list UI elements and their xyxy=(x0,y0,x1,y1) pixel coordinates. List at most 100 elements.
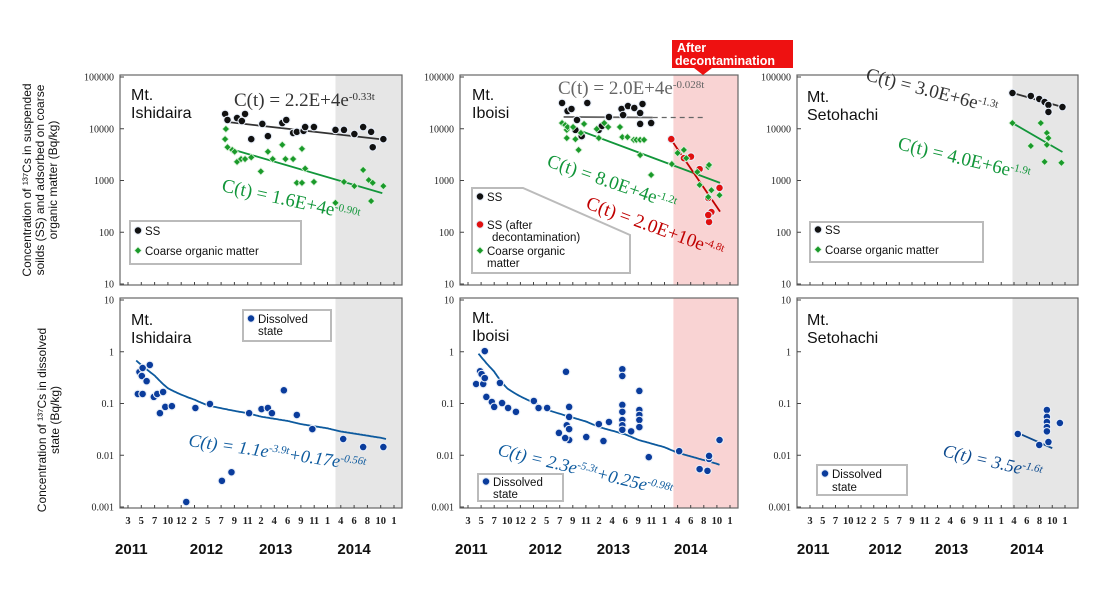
data-point-circle xyxy=(572,115,582,125)
panel-title-line: Mt. xyxy=(472,310,494,327)
year-label: 2011 xyxy=(797,541,830,558)
data-point-circle xyxy=(480,346,490,356)
year-label: 2011 xyxy=(115,541,148,558)
data-point-circle xyxy=(534,403,543,413)
data-point-diamond xyxy=(1008,118,1017,128)
x-tick-label: 12 xyxy=(515,516,526,527)
data-point-circle xyxy=(358,442,368,452)
data-point-circle xyxy=(227,467,236,477)
panel-title-line: Setohachi xyxy=(807,107,878,124)
series-0 xyxy=(1008,88,1067,117)
y-tick-label: 0.01 xyxy=(774,451,792,462)
data-point-circle xyxy=(635,119,645,129)
y-axis-title-line: organic matter (Bq/kg) xyxy=(46,121,60,240)
legend-label: Coarse organic matter xyxy=(825,245,939,257)
data-point-circle xyxy=(666,134,676,144)
legend: SS Coarse organic matter xyxy=(129,220,302,265)
data-point-circle xyxy=(267,408,277,418)
legend-label: SS (after xyxy=(487,220,533,232)
data-point-diamond xyxy=(667,159,677,169)
banner-text: decontamination xyxy=(675,54,775,68)
y-axis-title-line: soilds (SS) and adsorbed on coarse xyxy=(33,84,47,275)
data-point-circle xyxy=(617,425,627,435)
equation-exponent: -3.9t xyxy=(268,442,291,457)
x-tick-label: 10 xyxy=(1047,516,1058,527)
data-point-diamond xyxy=(368,178,377,188)
data-point-circle xyxy=(567,104,576,114)
data-point-circle xyxy=(246,134,256,144)
y-tick-label: 10000 xyxy=(766,124,791,135)
data-point-circle xyxy=(358,122,368,132)
data-point-diamond xyxy=(695,180,704,190)
year-label: 2014 xyxy=(674,541,708,558)
banner-text: After xyxy=(677,41,706,55)
y-tick-label: 0.001 xyxy=(432,503,455,514)
data-point-diamond xyxy=(278,140,287,149)
x-tick-label: 1 xyxy=(662,516,667,527)
legend-label: Dissolved xyxy=(493,477,543,489)
x-tick-label: 11 xyxy=(920,516,930,527)
data-point-diamond xyxy=(247,153,256,162)
data-point-diamond xyxy=(358,165,368,175)
legend-label: Dissolved xyxy=(258,314,308,326)
panel-ishidaira-particulate: 100000 10000 1000 100 10 Mt. Ishidaira C(t) = 2… xyxy=(84,73,403,291)
data-point-circle xyxy=(138,363,147,373)
data-point-circle xyxy=(331,125,340,135)
panel-title-line: Iboisi xyxy=(472,105,509,122)
data-point-circle xyxy=(181,497,191,507)
data-point-circle xyxy=(561,367,571,377)
y-tick-label: 10000 xyxy=(429,124,454,135)
data-point-circle xyxy=(594,419,604,429)
data-point-circle xyxy=(634,386,644,396)
data-point-circle xyxy=(617,371,627,381)
y-axis-title-line: Concentration of ¹³⁷Cs in suspended xyxy=(20,83,34,276)
y-tick-label: 10000 xyxy=(89,124,114,135)
series-0 xyxy=(557,98,656,141)
y-tick-label: 0.001 xyxy=(92,503,115,514)
x-tick-label: 4 xyxy=(948,516,954,527)
data-point-diamond xyxy=(1036,118,1045,128)
x-tick-label: 8 xyxy=(365,516,370,527)
shaded-period xyxy=(335,298,402,508)
data-point-circle xyxy=(138,389,147,399)
x-tick-label: 6 xyxy=(1024,516,1029,527)
y-tick-label: 1000 xyxy=(771,176,791,187)
y-tick-label: 100000 xyxy=(761,73,791,84)
x-tick-label: 11 xyxy=(243,516,253,527)
data-point-circle xyxy=(542,403,552,413)
y-tick-label: 10 xyxy=(104,280,114,291)
data-point-circle xyxy=(368,142,378,152)
data-point-diamond xyxy=(1040,157,1049,166)
y-tick-label: 1 xyxy=(449,347,454,358)
panel-title-line: Ishidaira xyxy=(131,330,192,347)
data-point-circle xyxy=(1034,440,1044,450)
data-point-circle xyxy=(480,373,490,383)
data-point-circle xyxy=(155,408,165,418)
data-point-circle xyxy=(646,118,656,128)
data-point-circle xyxy=(629,103,639,113)
x-tick-label: 2 xyxy=(258,516,263,527)
x-tick-label: 6 xyxy=(688,516,693,527)
y-axis-title-top: Concentration of ¹³⁷Cs in suspendedsoild… xyxy=(20,83,60,276)
banner-arrow-shape xyxy=(672,40,793,75)
data-point-circle xyxy=(281,115,291,125)
data-point-diamond xyxy=(615,122,625,132)
year-label: 2012 xyxy=(529,541,562,558)
data-point-circle xyxy=(1055,418,1065,428)
data-point-diamond xyxy=(592,124,601,134)
series-0 xyxy=(133,360,388,507)
panel-title-line: Mt. xyxy=(807,312,829,329)
data-point-diamond xyxy=(571,134,580,144)
legend-box xyxy=(477,473,564,502)
data-point-circle xyxy=(703,466,712,476)
data-point-circle xyxy=(582,98,592,108)
series-1 xyxy=(1008,118,1066,167)
data-point-diamond xyxy=(379,181,388,191)
x-tick-label: 7 xyxy=(218,516,223,527)
legend-label: Coarse organic matter xyxy=(145,246,259,258)
data-point-diamond xyxy=(221,124,231,134)
data-point-circle xyxy=(366,127,376,137)
